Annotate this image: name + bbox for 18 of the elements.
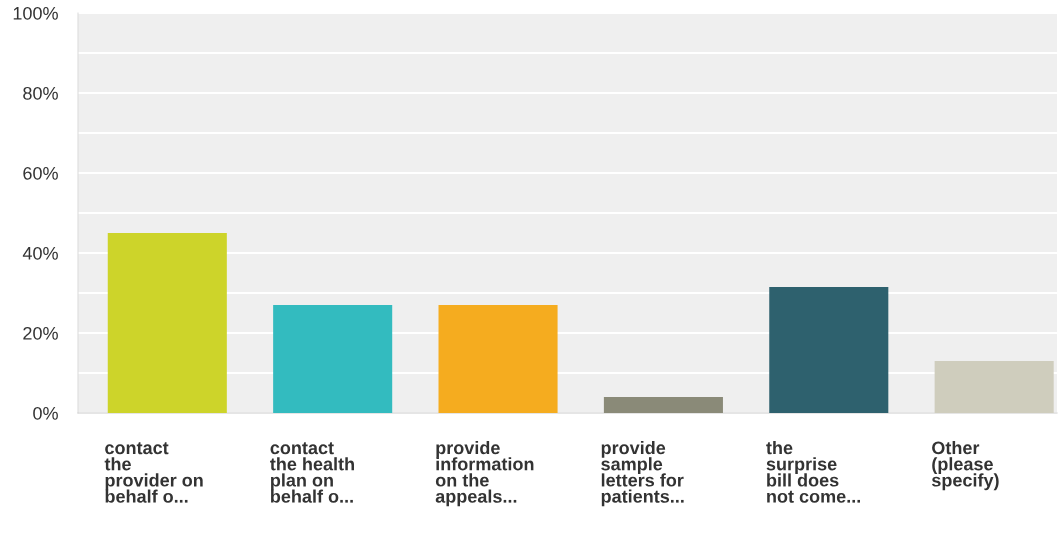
y-tick-label: 80%: [23, 86, 58, 100]
x-tick-label: contact the provider on behalf o...: [104, 442, 203, 503]
y-tick-label: 40%: [22, 246, 58, 260]
y-tick-label: 20%: [23, 326, 58, 340]
bar: [603, 397, 723, 413]
bar: [273, 305, 393, 413]
bar: [934, 361, 1054, 413]
x-tick-label: Other (please specify): [931, 441, 999, 491]
x-tick-label: contact the health plan on behalf o...: [270, 442, 354, 503]
y-tick-label: 100%: [13, 6, 58, 20]
y-tick-label: 60%: [23, 166, 58, 180]
x-tick-label: the surprise bill does not come...: [766, 441, 861, 503]
bar: [769, 287, 889, 413]
x-tick-label: provide sample letters for patients...: [601, 441, 684, 507]
bar: [438, 305, 558, 413]
bar: [107, 233, 227, 413]
y-tick-label: 0%: [33, 406, 58, 420]
x-tick-label: provide information on the appeals...: [435, 441, 534, 507]
